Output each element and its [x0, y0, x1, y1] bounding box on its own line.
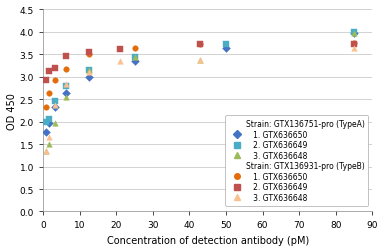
Point	[117, 47, 123, 51]
Point	[52, 103, 58, 107]
Point	[86, 69, 92, 73]
Point	[351, 31, 357, 35]
Point	[351, 43, 357, 47]
Point	[63, 91, 69, 95]
Point	[46, 118, 52, 122]
Point	[117, 60, 123, 64]
Point	[351, 32, 357, 36]
Point	[52, 67, 58, 71]
Point	[43, 149, 49, 153]
Point	[43, 106, 49, 110]
Point	[86, 71, 92, 75]
Point	[223, 43, 229, 47]
Point	[43, 130, 49, 134]
Point	[63, 54, 69, 58]
X-axis label: Concentration of detection antibody (pM): Concentration of detection antibody (pM)	[107, 235, 309, 245]
Point	[351, 46, 357, 50]
Point	[132, 55, 138, 59]
Point	[43, 149, 49, 153]
Point	[132, 46, 138, 50]
Point	[63, 68, 69, 72]
Point	[52, 79, 58, 83]
Point	[46, 136, 52, 140]
Point	[86, 75, 92, 79]
Legend: Strain: GTX136751-pro (TypeA),    1. GTX636650,    2. GTX636649,    3. GTX636648: Strain: GTX136751-pro (TypeA), 1. GTX636…	[225, 116, 368, 206]
Point	[198, 43, 204, 47]
Point	[63, 84, 69, 88]
Point	[132, 60, 138, 64]
Point	[86, 69, 92, 73]
Point	[63, 83, 69, 87]
Point	[223, 46, 229, 50]
Point	[46, 121, 52, 125]
Point	[46, 91, 52, 95]
Point	[63, 96, 69, 100]
Point	[43, 79, 49, 83]
Point	[46, 70, 52, 74]
Point	[52, 100, 58, 104]
Y-axis label: OD 450: OD 450	[7, 93, 17, 129]
Point	[198, 59, 204, 63]
Point	[198, 43, 204, 47]
Point	[43, 120, 49, 124]
Point	[132, 55, 138, 59]
Point	[46, 143, 52, 147]
Point	[52, 121, 58, 125]
Point	[52, 105, 58, 109]
Point	[351, 32, 357, 36]
Point	[351, 42, 357, 46]
Point	[86, 53, 92, 57]
Point	[198, 59, 204, 63]
Point	[86, 51, 92, 55]
